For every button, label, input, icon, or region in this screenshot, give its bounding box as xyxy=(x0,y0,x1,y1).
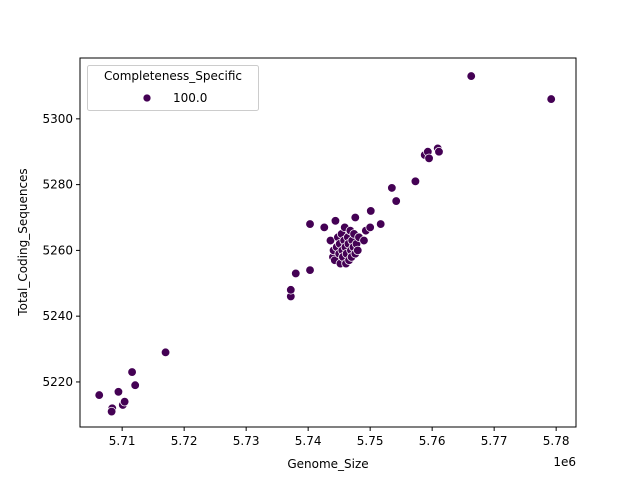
x-tick-label: 5.74 xyxy=(295,434,322,448)
data-point xyxy=(305,219,315,229)
data-point xyxy=(319,222,329,233)
y-axis-label: Total_Coding_Sequences xyxy=(16,168,30,316)
x-axis-label: Genome_Size xyxy=(287,457,368,471)
x-axis-ticks: 5.71 5.72 5.73 5.74 5.75 5.76 5.77 5.78 xyxy=(109,427,570,448)
legend-marker-icon xyxy=(142,93,152,103)
data-point xyxy=(366,206,376,216)
data-point xyxy=(305,265,315,275)
data-point xyxy=(130,380,140,390)
data-point xyxy=(160,347,171,358)
y-tick-label: 5220 xyxy=(42,375,73,389)
data-point xyxy=(376,219,386,229)
data-point xyxy=(119,397,130,407)
data-point xyxy=(330,216,341,226)
y-axis-ticks: 5220 5240 5260 5280 5300 xyxy=(42,112,80,389)
x-tick-label: 5.77 xyxy=(481,434,508,448)
x-tick-label: 5.75 xyxy=(357,434,384,448)
legend-entry-label: 100.0 xyxy=(173,91,207,105)
x-tick-label: 5.73 xyxy=(233,434,260,448)
data-point xyxy=(359,235,369,246)
data-point xyxy=(350,212,360,223)
data-point xyxy=(94,390,104,400)
y-tick-label: 5240 xyxy=(42,309,73,323)
y-tick-label: 5260 xyxy=(42,243,73,257)
data-points xyxy=(94,71,556,417)
x-tick-label: 5.78 xyxy=(543,434,570,448)
y-tick-label: 5300 xyxy=(42,112,73,126)
data-point xyxy=(365,222,375,233)
data-point xyxy=(387,183,397,193)
data-point xyxy=(434,147,444,157)
legend-title: Completeness_Specific xyxy=(104,69,242,83)
data-point xyxy=(466,71,476,81)
data-point xyxy=(291,268,301,279)
data-point xyxy=(286,285,296,295)
data-point xyxy=(353,245,363,256)
data-point xyxy=(424,153,434,163)
data-point xyxy=(106,406,117,417)
axes-frame xyxy=(79,57,577,428)
x-axis-offset-label: 1e6 xyxy=(553,455,576,469)
data-point xyxy=(410,176,421,187)
legend: Completeness_Specific 100.0 xyxy=(87,65,259,111)
y-tick-label: 5280 xyxy=(42,178,73,192)
x-tick-label: 5.76 xyxy=(419,434,446,448)
data-point xyxy=(391,196,401,206)
data-point xyxy=(127,367,137,377)
legend-box xyxy=(87,65,259,111)
x-tick-label: 5.71 xyxy=(109,434,136,448)
data-point xyxy=(113,387,124,397)
x-tick-label: 5.72 xyxy=(171,434,198,448)
data-point xyxy=(546,94,556,104)
